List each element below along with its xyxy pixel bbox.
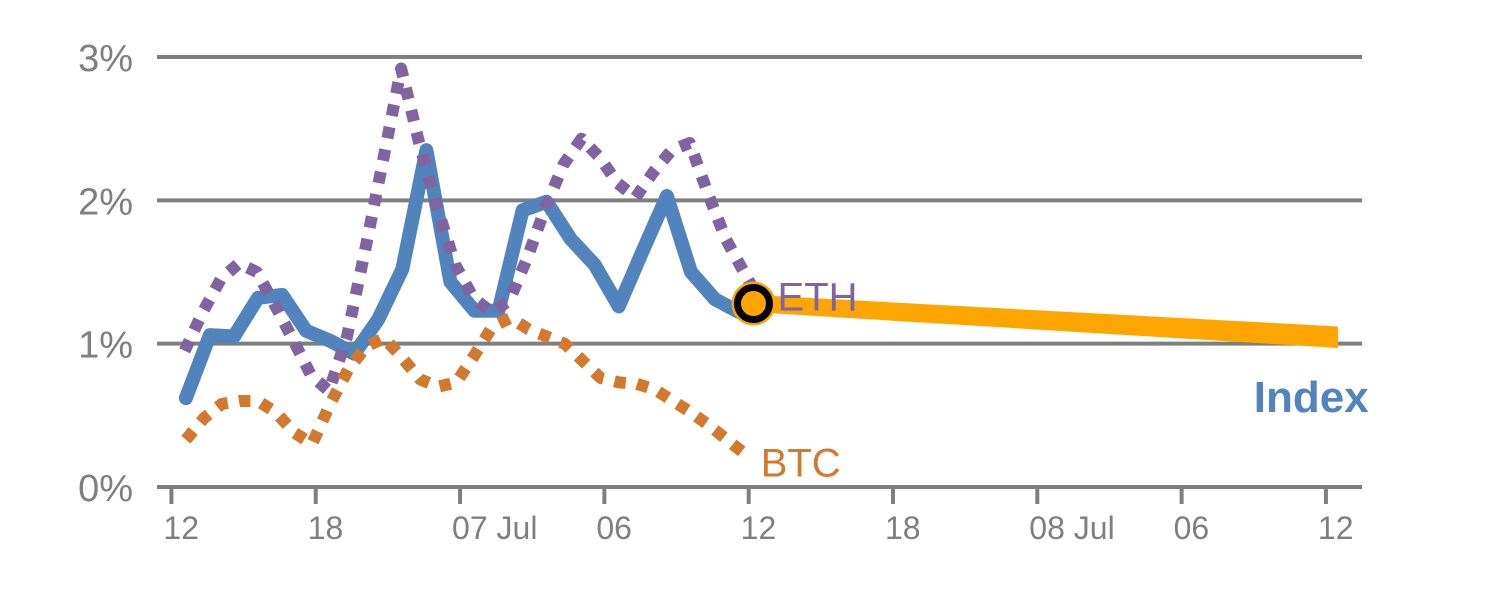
- x-tick-label: 12: [1318, 510, 1354, 546]
- btc-label: BTC: [761, 442, 841, 486]
- series-line-btc: [181, 311, 749, 459]
- y-tick-label: 1%: [78, 325, 133, 367]
- x-tick-label: 12: [163, 510, 199, 546]
- series-annotations-group: ETH BTC Index: [761, 275, 1370, 485]
- y-tick-labels-group: 3% 2% 1% 0%: [78, 38, 133, 510]
- x-tick-labels-group: 12 18 07 Jul 06 12 18 08 Jul 06 12: [163, 510, 1353, 546]
- current-point-marker-group[interactable]: [731, 281, 776, 326]
- x-tick-label: 18: [885, 510, 921, 546]
- eth-label: ETH: [778, 275, 858, 319]
- x-tick-label: 06: [1174, 510, 1210, 546]
- index-label: Index: [1254, 373, 1369, 422]
- y-tick-label: 0%: [78, 468, 133, 510]
- forecast-band-group: [753, 294, 1338, 348]
- forecast-band: [753, 294, 1338, 348]
- y-tick-label: 2%: [78, 181, 133, 223]
- x-axis-group: [155, 481, 1364, 504]
- series-line-eth: [179, 62, 762, 397]
- x-tick-label: 07 Jul: [452, 510, 537, 546]
- y-tick-label: 3%: [78, 38, 133, 80]
- x-tick-label: 12: [741, 510, 777, 546]
- data-series-group: [178, 62, 762, 459]
- marker-ring-icon[interactable]: [733, 284, 773, 324]
- x-tick-label: 08 Jul: [1029, 510, 1114, 546]
- x-tick-label: 18: [308, 510, 344, 546]
- series-line-index: [178, 143, 761, 406]
- x-tick-label: 06: [596, 510, 632, 546]
